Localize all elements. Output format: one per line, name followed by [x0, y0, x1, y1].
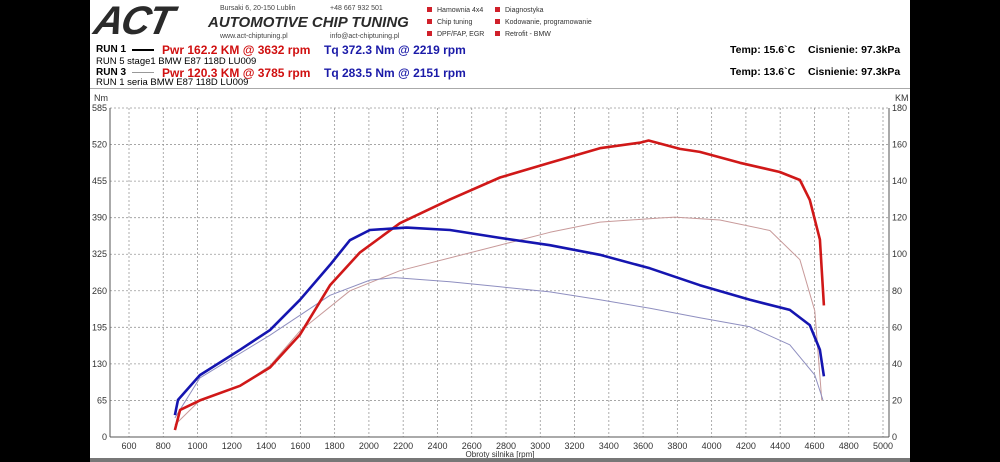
dyno-report: ACT AUTOMOTIVE CHIP TUNING Bursaki 6, 20…	[90, 0, 910, 462]
x-tick-label: 3800	[667, 441, 687, 451]
x-tick-label: 5000	[873, 441, 893, 451]
service-item: Retrofit - BMW	[495, 30, 551, 39]
bottom-bar	[90, 458, 910, 462]
x-tick-label: 600	[121, 441, 136, 451]
y-right-tick-label: 40	[892, 359, 902, 369]
x-tick-label: 2400	[427, 441, 447, 451]
y-right-tick-label: 160	[892, 140, 907, 150]
y-right-tick-label: 180	[892, 103, 907, 113]
y-right-tick-label: 120	[892, 213, 907, 223]
service-item: Kodowanie, programowanie	[495, 18, 592, 27]
y-left-axis-label: Nm	[94, 93, 108, 103]
x-tick-label: 3400	[599, 441, 619, 451]
run1-label: RUN 1	[96, 44, 127, 55]
y-right-tick-label: 80	[892, 286, 902, 296]
run3-pressure: Cisnienie: 97.3kPa	[808, 66, 901, 78]
run1-legend-line	[132, 49, 154, 51]
run3-power: Pwr 120.3 KM @ 3785 rpm	[162, 66, 311, 80]
run1-torque: Tq 372.3 Nm @ 2219 rpm	[324, 43, 466, 57]
y-right-tick-label: 60	[892, 322, 902, 332]
email: info@act-chiptuning.pl	[330, 33, 400, 40]
run3-temp: Temp: 13.6`C	[730, 66, 796, 78]
series-line-run-3-power-km	[174, 216, 823, 426]
series-line-run-3-torque-nm	[174, 277, 824, 419]
run1-pressure: Cisnienie: 97.3kPa	[808, 44, 901, 56]
phone: +48 667 932 501	[330, 5, 383, 12]
x-tick-label: 2600	[462, 441, 482, 451]
y-left-tick-label: 65	[97, 395, 107, 405]
y-left-tick-label: 325	[92, 249, 107, 259]
run3-torque: Tq 283.5 Nm @ 2151 rpm	[324, 66, 466, 80]
y-left-tick-label: 130	[92, 359, 107, 369]
run1-temp: Temp: 15.6`C	[730, 44, 796, 56]
x-tick-label: 1800	[325, 441, 345, 451]
x-tick-label: 4800	[839, 441, 859, 451]
x-tick-label: 2800	[496, 441, 516, 451]
x-tick-label: 3000	[530, 441, 550, 451]
run3-legend-line	[132, 72, 154, 73]
y-left-tick-label: 455	[92, 176, 107, 186]
y-right-axis-label: KM	[895, 93, 909, 103]
x-tick-label: 2200	[393, 441, 413, 451]
run1-desc: RUN 5 stage1 BMW E87 118D LU009	[96, 56, 257, 67]
x-tick-label: 1000	[188, 441, 208, 451]
x-tick-label: 2000	[359, 441, 379, 451]
x-tick-label: 4600	[804, 441, 824, 451]
address: Bursaki 6, 20-150 Lublin	[220, 5, 296, 12]
x-tick-label: 1200	[222, 441, 242, 451]
run3-desc: RUN 1 seria BMW E87 118D LU009	[96, 77, 249, 88]
y-left-tick-label: 520	[92, 140, 107, 150]
logo-subtitle: AUTOMOTIVE CHIP TUNING	[208, 14, 409, 31]
run1-power: Pwr 162.2 KM @ 3632 rpm	[162, 43, 311, 57]
x-tick-label: 1400	[256, 441, 276, 451]
x-axis-label: Obroty silnika [rpm]	[466, 450, 535, 459]
y-left-tick-label: 195	[92, 322, 107, 332]
series-line-run-1-torque-nm	[173, 226, 826, 416]
y-left-tick-label: 585	[92, 103, 107, 113]
y-left-tick-label: 260	[92, 286, 107, 296]
run3-label: RUN 3	[96, 67, 127, 78]
x-tick-label: 4400	[770, 441, 790, 451]
y-left-tick-label: 0	[102, 432, 107, 442]
y-right-tick-label: 140	[892, 176, 907, 186]
website: www.act-chiptuning.pl	[220, 33, 288, 40]
series-line-run-1-power-km	[173, 139, 826, 431]
service-item: Chip tuning	[427, 18, 472, 27]
y-left-tick-label: 390	[92, 213, 107, 223]
service-item: Hamownia 4x4	[427, 6, 483, 15]
service-item: Diagnostyka	[495, 6, 544, 15]
y-right-tick-label: 20	[892, 395, 902, 405]
x-tick-label: 800	[156, 441, 171, 451]
x-tick-label: 3200	[565, 441, 585, 451]
x-tick-label: 3600	[633, 441, 653, 451]
x-tick-label: 1600	[290, 441, 310, 451]
dyno-chart: 600 800 1000 1200 1400 1600 1800 2000 2200 2400 26…	[92, 93, 909, 459]
y-right-tick-label: 0	[892, 432, 897, 442]
service-item: DPF/FAP, EGR	[427, 30, 484, 39]
header-divider	[90, 88, 910, 89]
x-tick-label: 4200	[736, 441, 756, 451]
x-tick-label: 4000	[702, 441, 722, 451]
y-right-tick-label: 100	[892, 249, 907, 259]
